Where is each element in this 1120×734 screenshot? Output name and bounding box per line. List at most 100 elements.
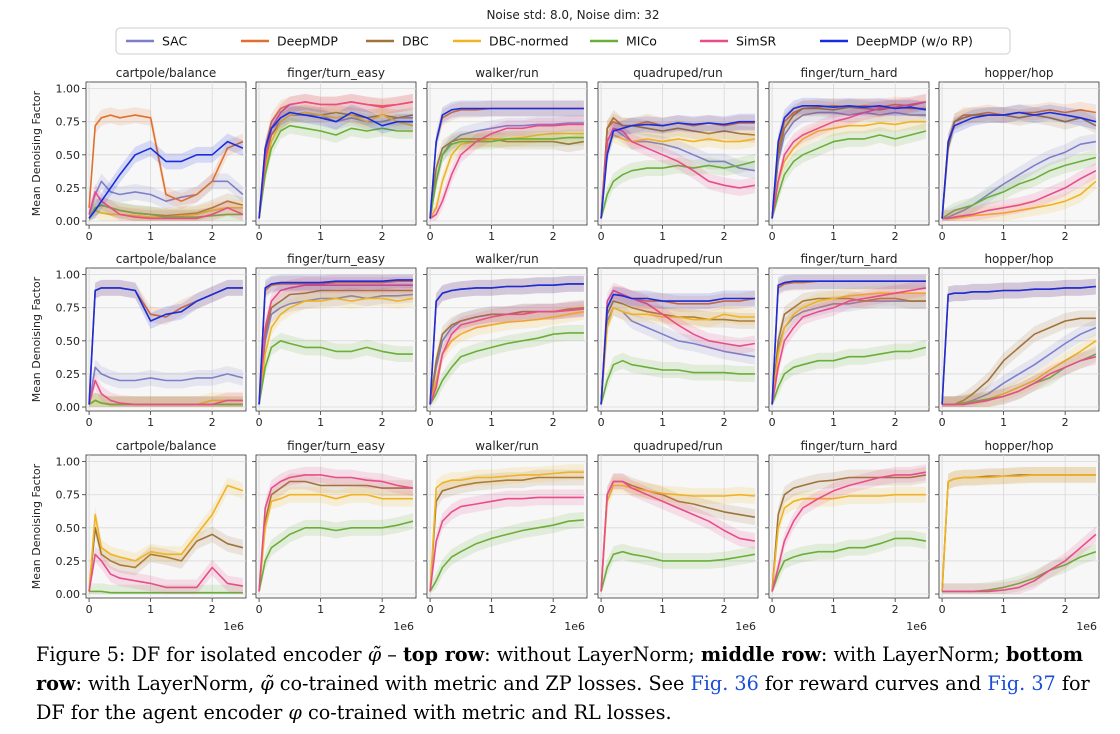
x-tick-label: 2	[892, 603, 899, 616]
band-dbc	[601, 473, 755, 594]
panel-title: cartpole/balance	[116, 252, 217, 266]
series-simsr	[429, 496, 584, 592]
band-dbc-normed	[772, 486, 926, 594]
series-mico	[600, 550, 756, 592]
panel-area	[938, 81, 1100, 226]
series-simsr	[771, 471, 927, 592]
band-dbc	[89, 193, 243, 221]
legend-label-dbc-normed: DBC-normed	[489, 34, 569, 49]
series-mico	[600, 160, 756, 219]
panel-walker-run: walker/run 0 1 2	[423, 66, 588, 243]
x-tick-label: 2	[550, 230, 557, 243]
x-tick-label: 2	[209, 603, 216, 616]
figure-canvas: Noise std: 8.0, Noise dim: 32 SAC DeepMDP D…	[30, 8, 1100, 633]
series-mico	[88, 204, 243, 219]
series-dbc-normed	[258, 111, 414, 219]
series-simsr	[258, 474, 414, 592]
x-tick-label: 2	[1062, 603, 1069, 616]
band-deepmdp-w-o-rp-	[89, 279, 243, 407]
legend-label-simsr: SimSR	[736, 34, 777, 49]
x-tick-label: 1	[317, 230, 324, 243]
band-sac	[601, 299, 755, 407]
series-deepmdp-w-o-rp-	[600, 293, 755, 405]
y-tick-label: 0.50	[56, 522, 81, 535]
series-simsr	[771, 101, 927, 219]
y-axis-label: Mean Denoising Factor	[30, 276, 43, 402]
panel-title: finger/turn_easy	[287, 66, 385, 80]
panel-title: hopper/hop	[984, 439, 1053, 453]
y-tick-label: 0.75	[56, 489, 81, 502]
x-multiplier: 1e6	[223, 620, 244, 633]
panel-title: quadruped/run	[633, 66, 723, 80]
x-tick-label: 1	[830, 416, 837, 429]
y-tick-label: 0.00	[56, 401, 81, 414]
band-simsr	[430, 489, 584, 594]
x-tick-label: 0	[256, 603, 263, 616]
series-dbc-normed	[600, 134, 756, 219]
series-dbc-normed	[88, 484, 244, 592]
x-tick-label: 1	[317, 416, 324, 429]
band-mico	[601, 153, 755, 221]
series-dbc	[600, 117, 755, 219]
series-dbc-normed	[600, 306, 755, 405]
panel-quadruped-run: quadruped/run 0 1 2	[594, 252, 759, 429]
band-simsr	[772, 464, 926, 594]
band-mico	[259, 117, 413, 221]
suptitle: Noise std: 8.0, Noise dim: 32	[486, 8, 659, 22]
band-sac	[942, 319, 1096, 407]
band-dbc	[259, 104, 413, 221]
x-tick-label: 2	[550, 603, 557, 616]
band-dbc	[772, 99, 926, 221]
band-simsr	[259, 277, 413, 407]
series-mico	[258, 124, 413, 219]
series-dbc	[88, 526, 244, 592]
panel-title: hopper/hop	[984, 252, 1053, 266]
series-sac	[941, 140, 1097, 220]
series-dbc-normed	[942, 180, 1097, 220]
series-simsr	[771, 287, 927, 405]
x-tick-label: 1	[147, 603, 154, 616]
x-multiplier: 1e6	[906, 620, 927, 633]
x-tick-label: 2	[209, 230, 216, 243]
panel-title: walker/run	[475, 66, 539, 80]
series-dbc	[429, 476, 584, 592]
x-tick-label: 1	[1000, 230, 1007, 243]
x-tick-label: 0	[427, 603, 434, 616]
y-tick-label: 0.25	[56, 368, 81, 381]
fig-37-link[interactable]: Fig. 37	[987, 672, 1056, 695]
panel-title: finger/turn_hard	[800, 252, 897, 266]
x-tick-label: 2	[550, 416, 557, 429]
band-mico	[259, 513, 413, 594]
series-dbc-normed	[771, 120, 926, 219]
x-tick-label: 2	[721, 416, 728, 429]
series-dbc-normed	[941, 474, 1096, 592]
x-tick-label: 2	[379, 416, 386, 429]
band-mico	[89, 583, 243, 594]
band-dbc	[772, 466, 926, 594]
x-tick-label: 1	[317, 603, 324, 616]
band-sac	[89, 173, 243, 221]
panel-title: finger/turn_hard	[800, 66, 897, 80]
x-tick-label: 0	[256, 230, 263, 243]
series-deepmdp-w-o-rp-	[258, 111, 413, 219]
legend-label-sac: SAC	[162, 34, 187, 49]
panel-finger-turn-easy: finger/turn_easy 0 1 2 1e6	[252, 439, 417, 633]
x-tick-label: 0	[939, 416, 946, 429]
fig-36-link[interactable]: Fig. 36	[690, 672, 759, 695]
panel-hopper-hop: hopper/hop 0 1 2	[935, 252, 1100, 429]
series-mico	[258, 520, 414, 592]
band-mico	[259, 332, 413, 407]
x-tick-label: 1	[830, 603, 837, 616]
series-deepmdp-w-o-rp-	[258, 279, 413, 405]
band-deepmdp-w-o-rp-	[942, 104, 1096, 221]
series-simsr	[600, 289, 756, 405]
panel-hopper-hop: hopper/hop 0 1 2	[935, 66, 1100, 243]
legend-label-deepmdp-w-o-rp-: DeepMDP (w/o RP)	[856, 34, 973, 49]
series-simsr	[429, 123, 584, 220]
series-mico	[89, 590, 243, 594]
series-simsr	[258, 284, 413, 405]
panel-title: cartpole/balance	[116, 439, 217, 453]
series-simsr	[942, 169, 1097, 220]
panel-quadruped-run: quadruped/run 0 1 2 1e6	[594, 439, 759, 633]
x-tick-label: 0	[598, 603, 605, 616]
